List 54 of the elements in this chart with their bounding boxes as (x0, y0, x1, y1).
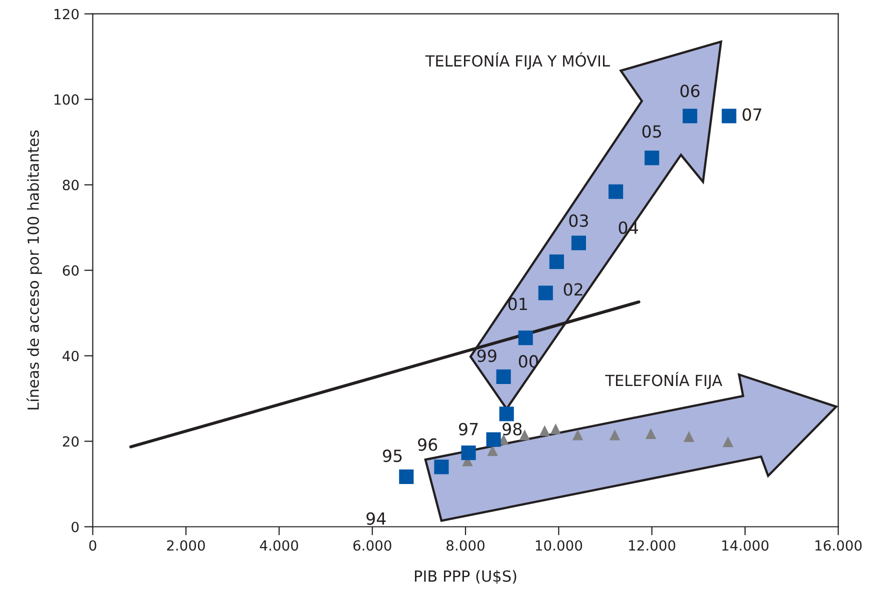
annotation: 96 (418, 438, 438, 451)
point (486, 432, 501, 447)
point (461, 446, 476, 460)
annotation: 94 (366, 512, 386, 525)
point (487, 445, 498, 456)
x-tick-label: 0 (89, 540, 96, 551)
x-axis-title: PIB PPP (U$S) (414, 570, 516, 584)
point (609, 429, 620, 440)
annotation: 07 (742, 108, 762, 121)
point (682, 108, 698, 124)
y-tick-label: 40 (62, 350, 79, 362)
point (684, 431, 694, 442)
annotation: 06 (680, 84, 700, 98)
annotation: 01 (508, 298, 527, 310)
point (399, 469, 414, 484)
annotation: 95 (382, 450, 402, 462)
point (644, 150, 660, 166)
point (608, 184, 624, 199)
x-tick-label: 14.000 (722, 540, 768, 551)
y-tick-label: 80 (62, 180, 79, 190)
x-tick-label: 8.000 (446, 540, 484, 551)
point (722, 436, 734, 448)
point (499, 406, 514, 422)
x-tick-label: 2.000 (167, 540, 205, 551)
annotation: 97 (458, 422, 478, 436)
y-tick-label: 0 (72, 522, 79, 532)
y-tick-label: 60 (62, 265, 79, 276)
point (550, 423, 562, 434)
point (496, 369, 511, 384)
point (434, 460, 449, 474)
x-tick-label: 12.000 (629, 540, 676, 551)
point (571, 236, 586, 250)
x-tick-label: 10.000 (536, 540, 582, 551)
y-tick-label: 120 (54, 8, 79, 20)
point (538, 286, 553, 300)
point (572, 429, 584, 440)
annotation: TELEFONÍA FIJA Y MÓVIL (425, 52, 610, 70)
point (549, 254, 564, 270)
annotation: 98 (502, 422, 522, 436)
y-tick-label: 100 (54, 94, 79, 105)
x-tick-label: 6.000 (353, 540, 392, 551)
annotation: 05 (642, 125, 662, 138)
x-tick-label: 4.000 (260, 540, 298, 551)
point (518, 330, 533, 346)
point (722, 108, 736, 124)
annotation: 02 (564, 283, 582, 296)
annotation: 99 (477, 350, 496, 362)
x-tick-label: 16.000 (815, 540, 862, 551)
point (645, 428, 656, 439)
y-tick-label: 20 (62, 436, 79, 447)
y-axis-title: Líneas de acceso por 100 habitantes (26, 130, 42, 410)
point (539, 425, 550, 436)
annotation: 03 (569, 214, 588, 227)
annotation: TELEFONÍA FIJA (605, 372, 722, 390)
